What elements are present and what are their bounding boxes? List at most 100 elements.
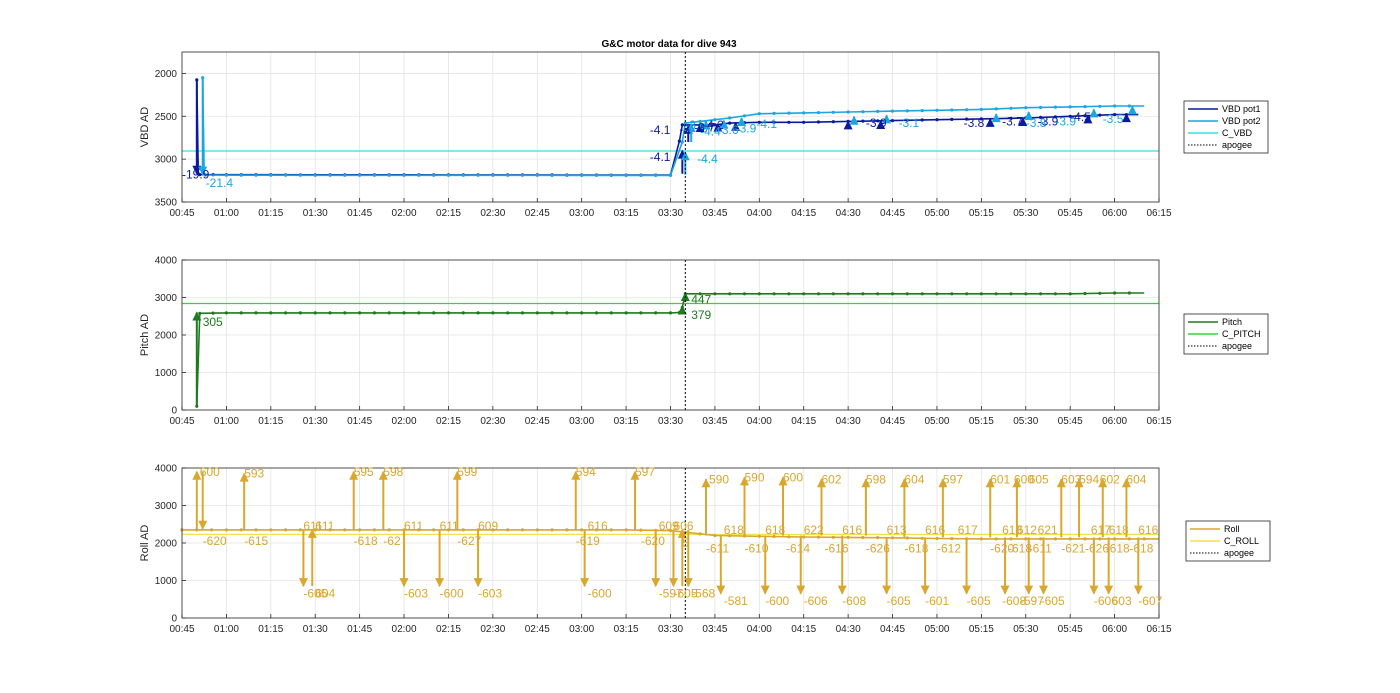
data-label: 622 bbox=[804, 523, 824, 537]
series-point bbox=[254, 311, 258, 315]
legend-entry: Roll bbox=[1224, 524, 1240, 534]
series-point bbox=[269, 311, 273, 315]
series-point bbox=[1127, 537, 1131, 541]
motor-move-arrowhead bbox=[435, 578, 445, 588]
data-label: -600 bbox=[440, 587, 464, 601]
series-point bbox=[846, 292, 850, 296]
motor-move-arrowhead bbox=[882, 114, 892, 124]
motor-move-arrowhead bbox=[1024, 585, 1034, 595]
series-point bbox=[683, 121, 687, 125]
series-point bbox=[994, 292, 998, 296]
series-point bbox=[816, 111, 821, 115]
x-tick-label: 02:30 bbox=[480, 416, 505, 427]
x-tick-label: 02:00 bbox=[392, 208, 417, 219]
series-point bbox=[1098, 537, 1102, 541]
series-point bbox=[609, 173, 613, 177]
motor-move-arrowhead bbox=[985, 478, 995, 488]
data-label: 594 bbox=[1079, 472, 1099, 486]
data-label: 603 bbox=[1061, 472, 1081, 486]
x-tick-label: 01:15 bbox=[258, 624, 283, 635]
series-point bbox=[935, 536, 939, 541]
series-point bbox=[476, 311, 480, 315]
series-point bbox=[950, 108, 954, 112]
series-point bbox=[757, 534, 761, 538]
series-point bbox=[1068, 537, 1072, 541]
data-label: -608 bbox=[1002, 594, 1026, 608]
motor-move-arrowhead bbox=[686, 123, 696, 132]
series-point bbox=[446, 528, 451, 532]
series-point bbox=[979, 537, 984, 541]
series-point bbox=[965, 292, 969, 296]
series-point bbox=[1113, 537, 1117, 541]
series-point bbox=[313, 528, 317, 532]
figure-title: G&C motor data for dive 943 bbox=[601, 39, 736, 50]
x-tick-label: 04:45 bbox=[880, 208, 905, 219]
series-point bbox=[920, 536, 924, 540]
x-tick-label: 03:30 bbox=[658, 208, 683, 219]
series-point bbox=[1024, 292, 1028, 296]
motor-move-arrowhead bbox=[1121, 478, 1131, 488]
data-label: -3.8 bbox=[1026, 116, 1047, 130]
legend-entry: Pitch bbox=[1222, 317, 1242, 327]
series-point bbox=[461, 528, 465, 532]
x-tick-label: 05:30 bbox=[1013, 416, 1038, 427]
motor-move-arrowhead bbox=[399, 578, 409, 588]
y-tick-label: 3500 bbox=[155, 198, 178, 209]
series-point bbox=[1009, 292, 1013, 296]
x-tick-label: 05:00 bbox=[924, 208, 949, 219]
x-tick-label: 03:00 bbox=[569, 624, 594, 635]
data-label: -612 bbox=[937, 542, 961, 556]
series-point bbox=[890, 109, 895, 113]
series-point bbox=[269, 528, 273, 532]
x-tick-label: 05:45 bbox=[1058, 624, 1083, 635]
x-tick-label: 02:30 bbox=[480, 208, 505, 219]
series-point bbox=[861, 535, 865, 540]
series-point bbox=[950, 117, 954, 121]
motor-move-arrowhead bbox=[683, 578, 693, 588]
series-point bbox=[861, 110, 865, 114]
data-label: 305 bbox=[203, 315, 223, 329]
data-label: -3.6 bbox=[718, 123, 739, 137]
data-label: -3.7 bbox=[1002, 114, 1023, 128]
data-label: 5 bbox=[682, 536, 689, 550]
data-label: -581 bbox=[724, 594, 748, 608]
series-point bbox=[816, 292, 821, 296]
series-point bbox=[609, 528, 613, 532]
data-label: 611 bbox=[404, 519, 423, 533]
series-point bbox=[594, 311, 599, 315]
data-label: -597 bbox=[659, 587, 683, 601]
series-point bbox=[668, 311, 673, 315]
series-point bbox=[298, 528, 302, 532]
data-label: 612 bbox=[1017, 523, 1037, 537]
series-point bbox=[905, 118, 909, 122]
series-point bbox=[876, 536, 880, 540]
data-label: -21.4 bbox=[206, 176, 234, 190]
x-tick-label: 03:45 bbox=[702, 624, 727, 635]
series-point bbox=[239, 311, 243, 315]
data-label: -4.2 bbox=[703, 118, 724, 132]
x-tick-label: 02:45 bbox=[525, 416, 550, 427]
data-label: 593 bbox=[244, 467, 264, 481]
x-tick-label: 01:00 bbox=[214, 624, 239, 635]
motor-move-arrowhead bbox=[571, 470, 581, 480]
series-point bbox=[713, 292, 717, 296]
series-point bbox=[935, 292, 939, 296]
series-point bbox=[802, 111, 806, 115]
data-label: -3.9 bbox=[866, 116, 887, 130]
x-tick-label: 01:45 bbox=[347, 624, 372, 635]
data-label: -616 bbox=[825, 542, 849, 556]
series-point bbox=[816, 120, 821, 124]
series-point bbox=[1083, 114, 1087, 118]
y-tick-label: 1000 bbox=[155, 368, 178, 379]
motor-move-arrowhead bbox=[452, 470, 462, 480]
series-point bbox=[861, 292, 865, 296]
series-point bbox=[950, 537, 954, 541]
x-tick-label: 04:15 bbox=[791, 624, 816, 635]
series-point bbox=[728, 116, 732, 120]
series-point bbox=[594, 173, 599, 177]
series-point bbox=[239, 173, 243, 177]
series-point bbox=[358, 173, 362, 177]
data-label: 598 bbox=[866, 472, 886, 486]
data-label: -600 bbox=[588, 587, 612, 601]
series-point bbox=[372, 173, 376, 177]
